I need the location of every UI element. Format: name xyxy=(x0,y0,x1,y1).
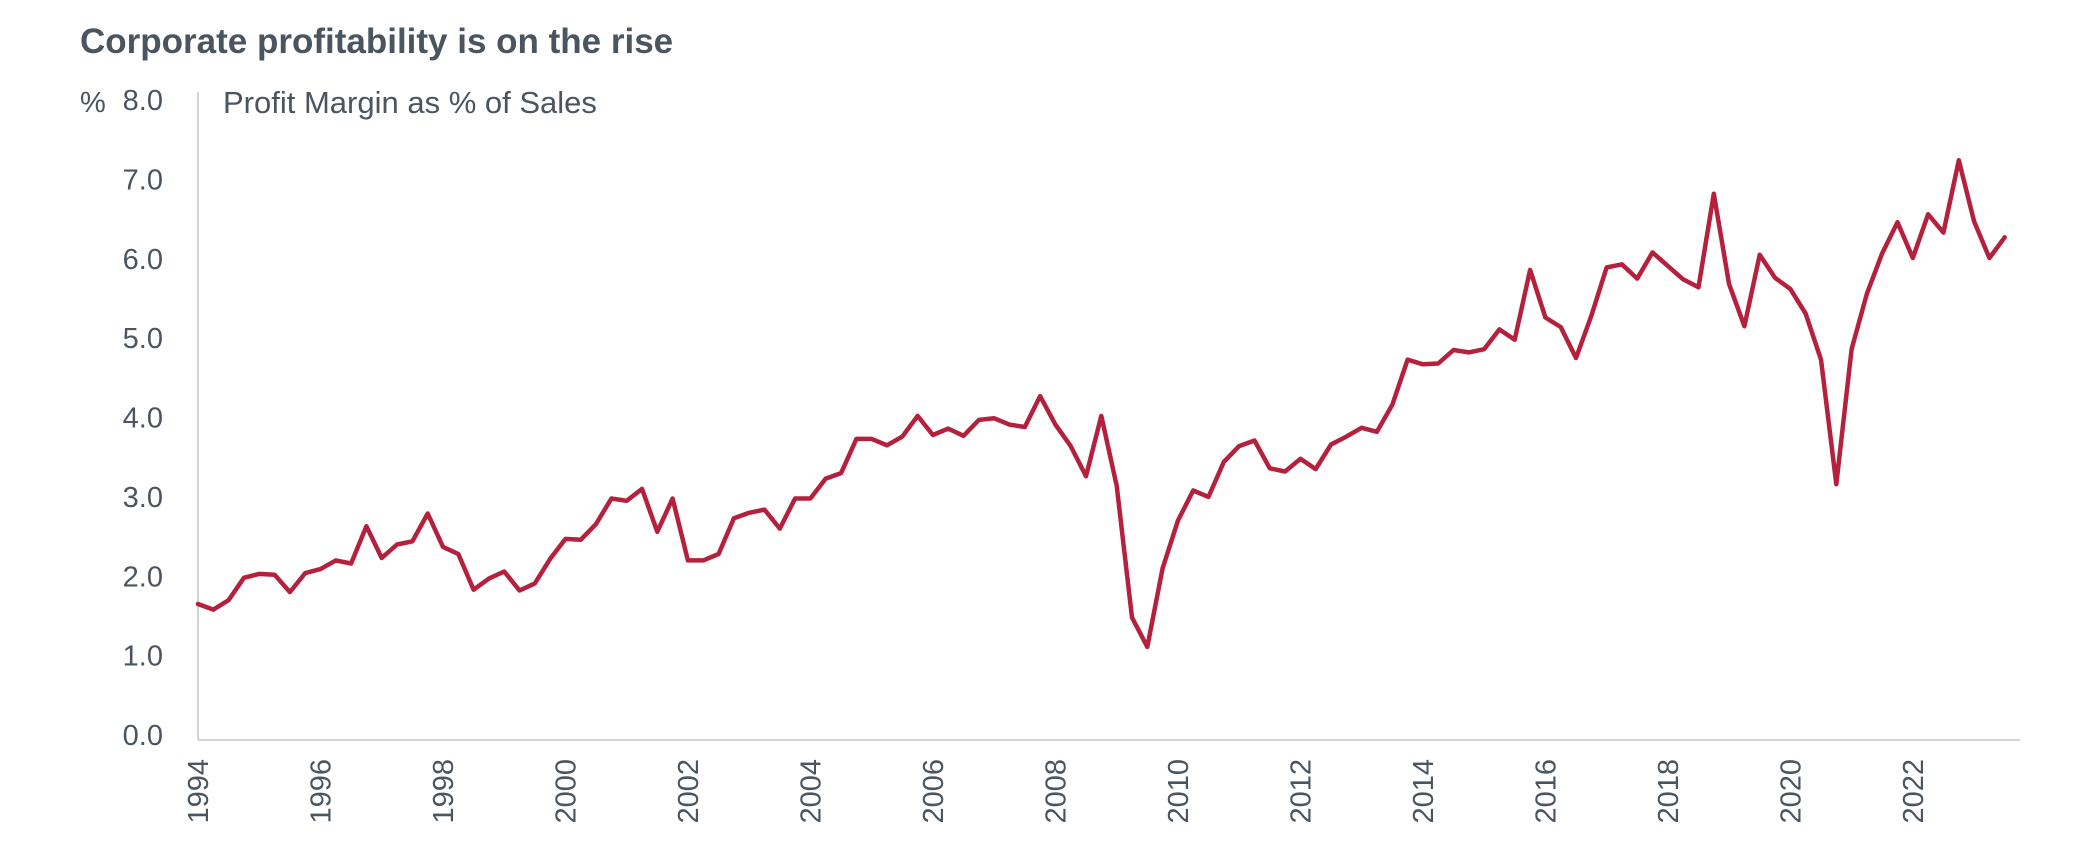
x-tick-label: 1994 xyxy=(183,759,215,824)
x-tick-label: 2022 xyxy=(1898,759,1930,824)
x-tick-label: 2008 xyxy=(1040,759,1072,824)
x-tick-label: 2004 xyxy=(795,759,827,824)
x-tick-label: 2018 xyxy=(1653,759,1685,824)
x-tick-label: 2000 xyxy=(550,759,582,824)
y-axis-unit-label: % xyxy=(80,87,106,119)
y-tick-label: 2.0 xyxy=(123,561,163,593)
x-tick-label: 2014 xyxy=(1408,759,1440,824)
x-tick-label: 2010 xyxy=(1163,759,1195,824)
y-tick-label: 8.0 xyxy=(123,85,163,117)
y-tick-label: 4.0 xyxy=(123,403,163,435)
x-tick-labels: 1994 1996 1998 2000 2002 2004 2006 2008 2010 2012… xyxy=(183,759,1930,824)
y-tick-label: 0.0 xyxy=(123,720,163,752)
x-tick-label: 2006 xyxy=(918,759,950,824)
x-tick-label: 1998 xyxy=(428,759,460,824)
chart-title: Corporate profitability is on the rise xyxy=(80,22,673,61)
series-label: Profit Margin as % of Sales xyxy=(223,85,597,120)
y-tick-labels: 0.0 1.0 2.0 3.0 4.0 5.0 6.0 7.0 8.0 xyxy=(123,85,163,752)
y-tick-label: 1.0 xyxy=(123,641,163,673)
y-tick-label: 6.0 xyxy=(123,244,163,276)
x-tick-label: 1996 xyxy=(305,759,337,824)
x-tick-label: 2012 xyxy=(1285,759,1317,824)
x-tick-label: 2002 xyxy=(673,759,705,824)
x-tick-label: 2020 xyxy=(1775,759,1807,824)
profit-margin-line xyxy=(195,158,2007,650)
y-tick-label: 7.0 xyxy=(123,164,163,196)
y-tick-label: 3.0 xyxy=(123,482,163,514)
x-tick-label: 2016 xyxy=(1530,759,1562,824)
y-tick-label: 5.0 xyxy=(123,323,163,355)
